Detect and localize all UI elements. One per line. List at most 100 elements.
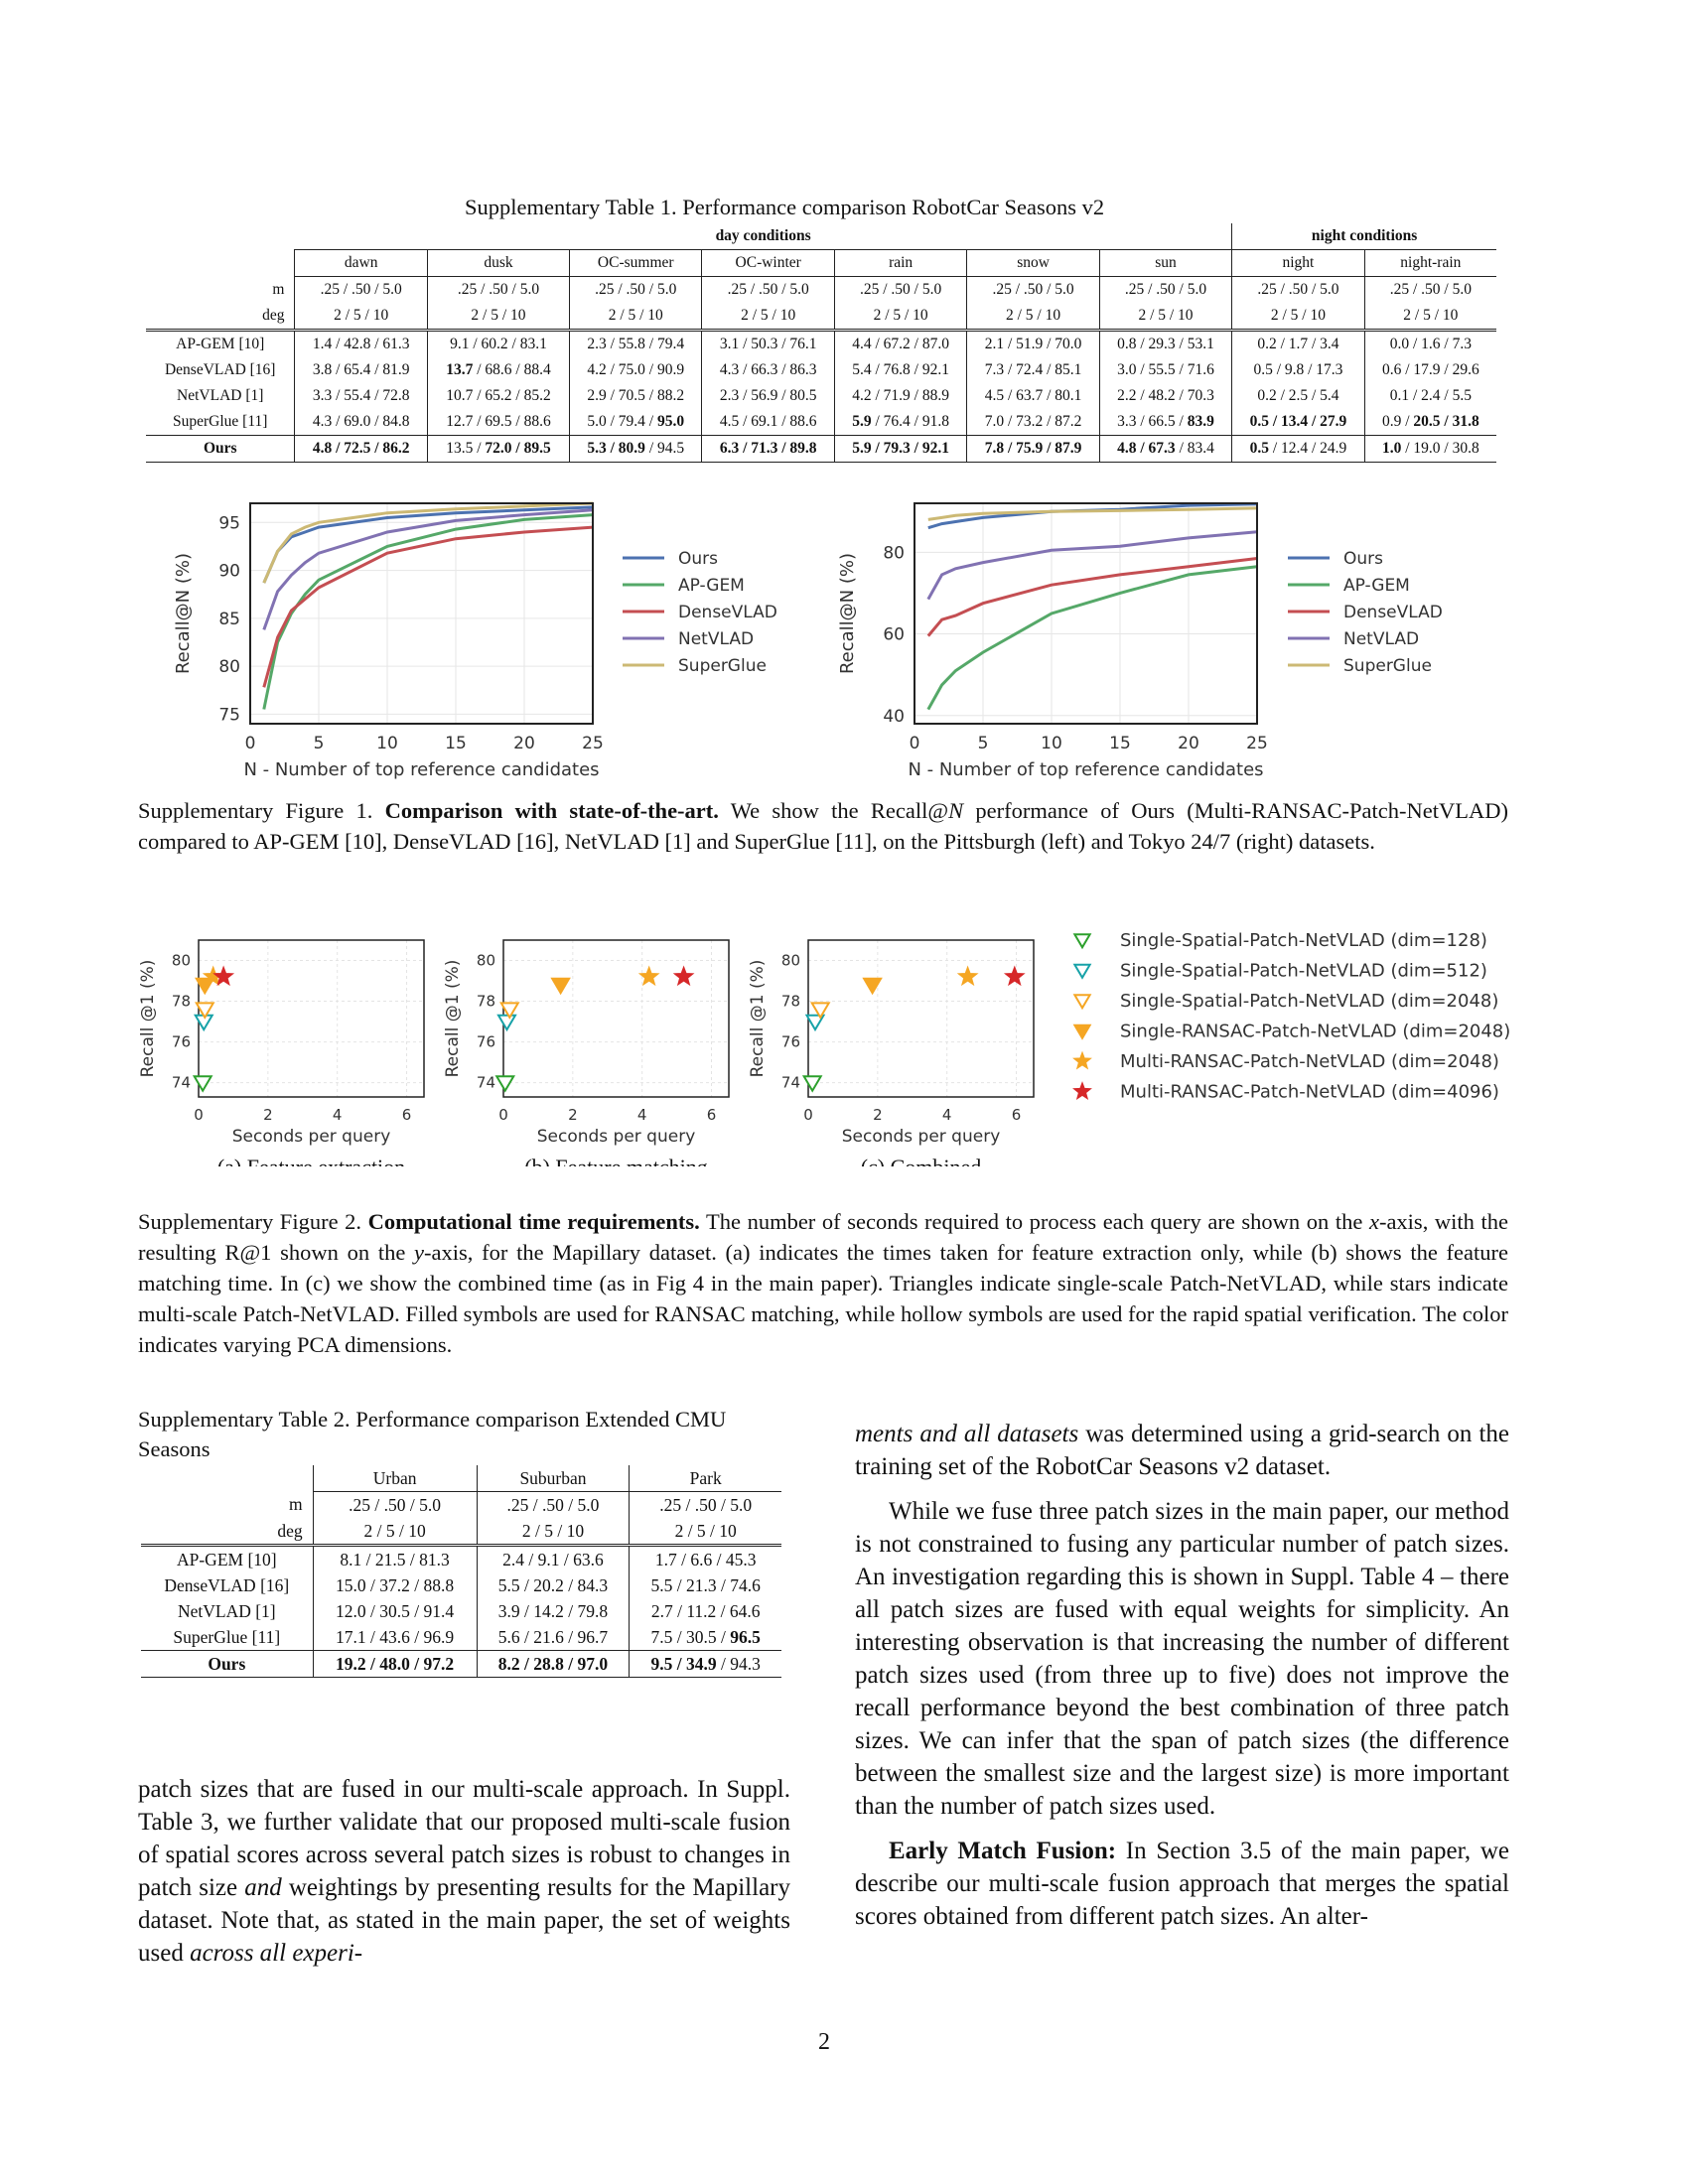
method-name: AP-GEM [10] bbox=[141, 1544, 314, 1572]
result-cell: 3.0 / 55.5 / 71.6 bbox=[1098, 357, 1232, 383]
result-cell: 5.9 / 76.4 / 91.8 bbox=[833, 409, 967, 436]
table-row: AP-GEM [10] 1.4 / 42.8 / 61.3 9.1 / 60.2 /… bbox=[146, 329, 1496, 357]
y-tick-label: 75 bbox=[218, 705, 240, 725]
x-tick-label: 25 bbox=[1246, 734, 1268, 753]
x-axis-label: N - Number of top reference candidates bbox=[243, 759, 599, 780]
triangle-hollow-marker bbox=[192, 1075, 213, 1093]
line-chart: 0 5 10 15 20 25 75 80 85 90 95 N - Number of top re… bbox=[173, 501, 777, 780]
x-axis-label: N - Number of top reference candidates bbox=[908, 759, 1263, 780]
method-name: Ours bbox=[141, 1650, 314, 1678]
threshold-deg: 2 / 5 / 10 bbox=[701, 303, 835, 331]
series-line bbox=[927, 502, 1258, 530]
figure1-caption: Supplementary Figure 1. Comparison with … bbox=[138, 798, 1508, 854]
threshold-deg: 2 / 5 / 10 bbox=[294, 303, 428, 331]
threshold-m: .25 / .50 / 5.0 bbox=[833, 276, 967, 303]
result-cell: 12.7 / 69.5 / 88.6 bbox=[426, 409, 570, 436]
star-marker bbox=[212, 965, 235, 987]
method-name: SuperGlue [11] bbox=[173, 1626, 281, 1647]
series-line bbox=[262, 525, 594, 688]
x-tick-label: 20 bbox=[513, 734, 535, 753]
right-paragraph-1: While we fuse three patch sizes in the m… bbox=[855, 1498, 1509, 1820]
header-spacer bbox=[146, 250, 295, 277]
legend-label: Multi-RANSAC-Patch-NetVLAD (dim=2048) bbox=[1120, 1051, 1499, 1072]
method-name: DenseVLAD [16] bbox=[164, 361, 276, 378]
plot-frame bbox=[807, 939, 1035, 1098]
legend-label: Single-Spatial-Patch-NetVLAD (dim=128) bbox=[1120, 930, 1487, 951]
result-cell: 0.1 / 2.4 / 5.5 bbox=[1363, 383, 1496, 409]
column-header: dusk bbox=[426, 249, 570, 277]
y-axis-label: Recall @1 (%) bbox=[748, 960, 768, 1078]
x-tick-label: 5 bbox=[978, 734, 989, 753]
table-row: SuperGlue [11] 4.3 / 69.0 / 84.8 12.7 / 69… bbox=[146, 409, 1496, 436]
triangle-hollow-marker bbox=[499, 1002, 520, 1020]
threshold-deg: 2 / 5 / 10 bbox=[312, 1518, 478, 1546]
y-tick-label: 90 bbox=[218, 562, 240, 582]
result-cell: 10.7 / 65.2 / 85.2 bbox=[426, 383, 570, 409]
triangle-hollow-marker bbox=[801, 1075, 823, 1093]
y-tick-label: 74 bbox=[781, 1074, 800, 1092]
result-cell: 1.7 / 6.6 / 45.3 bbox=[629, 1544, 781, 1572]
result-cell: 2.4 / 9.1 / 63.6 bbox=[476, 1544, 630, 1572]
legend-label: SuperGlue bbox=[1343, 656, 1432, 676]
y-tick-label: 60 bbox=[883, 625, 905, 645]
table-row: NetVLAD [1] 12.0 / 30.5 / 91.4 3.9 / 14.2 … bbox=[141, 1598, 781, 1624]
subfigure-caption: (a) Feature extraction bbox=[217, 1155, 405, 1166]
result-cell: 19.2 / 48.0 / 97.2 bbox=[312, 1650, 478, 1678]
triangle-filled-marker bbox=[550, 977, 571, 996]
result-cell: 4.8 / 72.5 / 86.2 bbox=[294, 435, 428, 463]
y-tick-label: 76 bbox=[172, 1033, 191, 1051]
table-row: NetVLAD [1] 3.3 / 55.4 / 72.8 10.7 / 65.2 … bbox=[146, 383, 1496, 409]
series-line bbox=[926, 557, 1258, 637]
result-cell: 0.5 / 12.4 / 24.9 bbox=[1231, 435, 1365, 463]
x-tick-label: 4 bbox=[637, 1106, 647, 1124]
x-tick-label: 6 bbox=[402, 1106, 412, 1124]
result-cell: 6.3 / 71.3 / 89.8 bbox=[701, 435, 835, 463]
x-tick-label: 0 bbox=[194, 1106, 204, 1124]
figure2-caption: Supplementary Figure 2. Computational ti… bbox=[138, 1209, 1508, 1357]
result-cell: 12.0 / 30.5 / 91.4 bbox=[312, 1598, 478, 1624]
column-header: OC-winter bbox=[701, 249, 835, 277]
table-row-ours: Ours 4.8 / 72.5 / 86.2 13.5 / 72.0 / 89.5 5… bbox=[146, 435, 1496, 463]
result-cell: 0.5 / 9.8 / 17.3 bbox=[1231, 357, 1365, 383]
threshold-m: .25 / .50 / 5.0 bbox=[1231, 276, 1365, 303]
result-cell: 7.8 / 75.9 / 87.9 bbox=[966, 435, 1100, 463]
result-cell: 0.2 / 1.7 / 3.4 bbox=[1231, 329, 1365, 357]
x-tick-label: 10 bbox=[376, 734, 398, 753]
triangle-hollow-marker bbox=[1072, 994, 1092, 1011]
y-tick-label: 40 bbox=[883, 707, 905, 727]
plot-frame bbox=[914, 502, 1258, 725]
threshold-deg: 2 / 5 / 10 bbox=[476, 1518, 630, 1546]
column-header: rain bbox=[833, 249, 967, 277]
threshold-deg: 2 / 5 / 10 bbox=[966, 303, 1100, 331]
result-cell: 7.3 / 72.4 / 85.1 bbox=[966, 357, 1100, 383]
result-cell: 5.4 / 76.8 / 92.1 bbox=[833, 357, 967, 383]
x-tick-label: 2 bbox=[568, 1106, 578, 1124]
result-cell: 0.0 / 1.6 / 7.3 bbox=[1363, 329, 1496, 357]
header-spacer bbox=[141, 1465, 313, 1492]
y-tick-label: 85 bbox=[218, 610, 240, 629]
column-header: dawn bbox=[294, 249, 428, 277]
scatter-chart: 0 2 4 6 74 76 78 80 Seconds per query Recall @1 (… bbox=[138, 939, 425, 1166]
column-header: snow bbox=[966, 249, 1100, 277]
result-cell: 7.5 / 30.5 / 96.5 bbox=[629, 1624, 781, 1651]
result-cell: 2.9 / 70.5 / 88.2 bbox=[569, 383, 702, 409]
plot-frame bbox=[502, 939, 730, 1098]
method-name: SuperGlue [11] bbox=[173, 413, 268, 430]
y-tick-label: 80 bbox=[477, 952, 495, 970]
result-cell: 5.6 / 21.6 / 96.7 bbox=[476, 1624, 630, 1651]
result-cell: 2.3 / 56.9 / 80.5 bbox=[701, 383, 835, 409]
result-cell: 4.8 / 67.3 / 83.4 bbox=[1098, 435, 1232, 463]
result-cell: 3.1 / 50.3 / 76.1 bbox=[701, 329, 835, 357]
result-cell: 2.3 / 55.8 / 79.4 bbox=[569, 329, 702, 357]
y-axis-label: Recall @1 (%) bbox=[138, 960, 158, 1078]
star-marker bbox=[1003, 965, 1026, 987]
right-paragraph-2: Early Match Fusion: In Section 3.5 of th… bbox=[855, 1838, 1509, 1930]
scatter-chart: 0 2 4 6 74 76 78 80 Seconds per query Recall @1 (… bbox=[748, 939, 1035, 1166]
line-chart: 0 5 10 15 20 25 40 60 80 N - Number of top refere… bbox=[837, 502, 1443, 780]
method-name: AP-GEM [10] bbox=[146, 329, 295, 357]
column-header: sun bbox=[1098, 249, 1232, 277]
result-cell: 4.2 / 71.9 / 88.9 bbox=[833, 383, 967, 409]
result-cell: 7.0 / 73.2 / 87.2 bbox=[966, 409, 1100, 436]
x-tick-label: 6 bbox=[707, 1106, 717, 1124]
threshold-m: .25 / .50 / 5.0 bbox=[294, 276, 428, 303]
